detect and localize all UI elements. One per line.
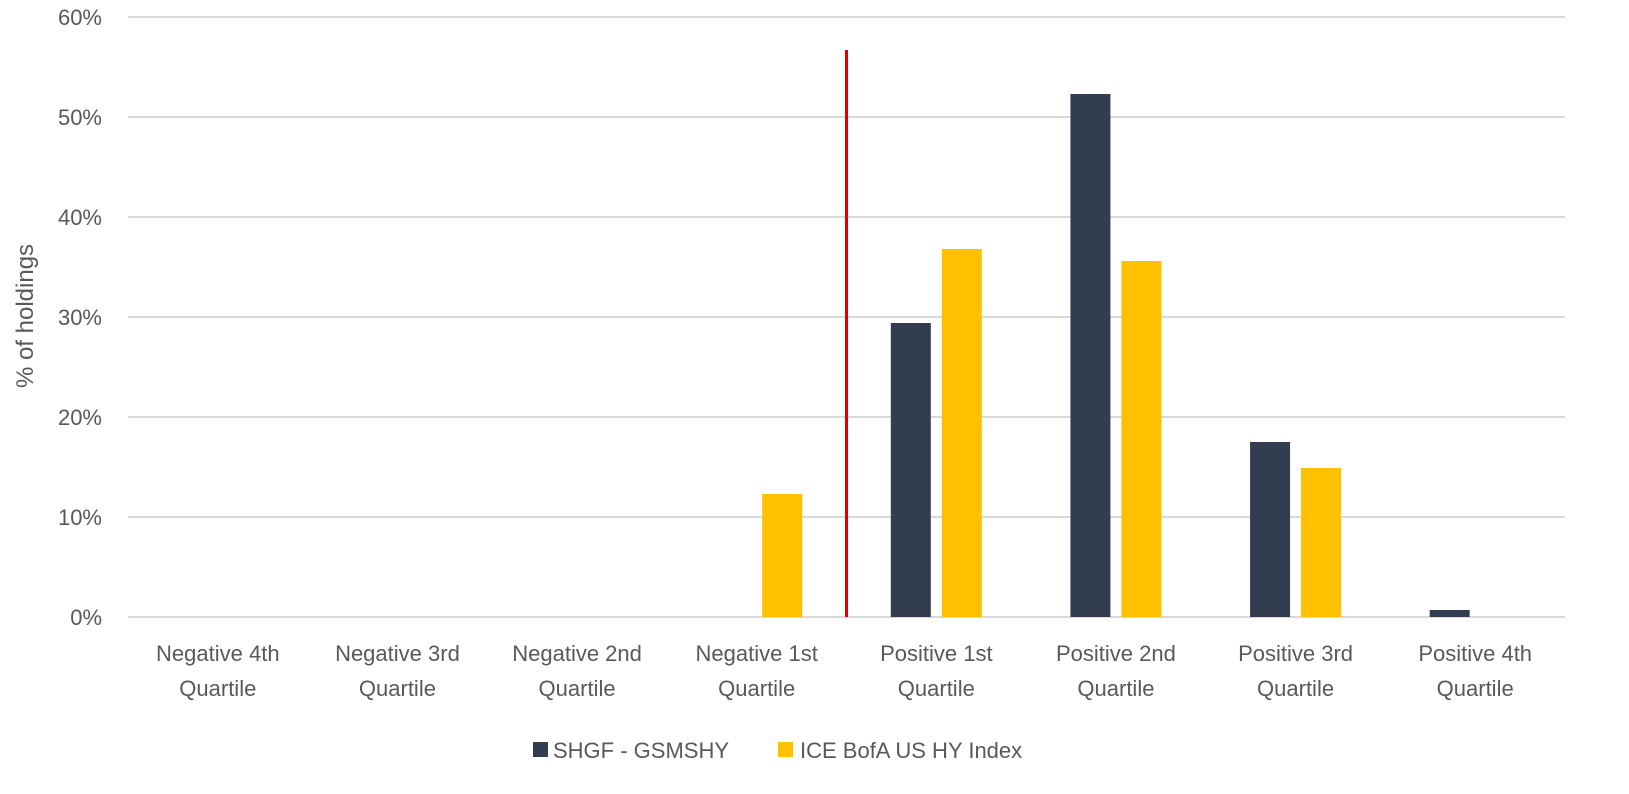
- x-tick-label: Positive 2nd Quartile: [1056, 641, 1176, 701]
- x-tick-label: Negative 3rd Quartile: [335, 641, 460, 701]
- legend: SHGF - GSMSHY ICE BofA US HY Index: [533, 738, 1022, 763]
- x-tick-label: Positive 1st Quartile: [880, 641, 993, 701]
- y-axis-title: % of holdings: [12, 244, 39, 388]
- legend-label: ICE BofA US HY Index: [800, 738, 1022, 763]
- x-tick-label: Negative 4th Quartile: [156, 641, 280, 701]
- bar-ice-3: [762, 494, 803, 617]
- y-tick-label: 40%: [58, 205, 102, 230]
- y-tick-label: 20%: [58, 405, 102, 430]
- legend-swatch: [533, 742, 548, 757]
- y-tick-label: 30%: [58, 305, 102, 330]
- x-tick-label: Negative 2nd Quartile: [512, 641, 642, 701]
- x-tick-label: Positive 3rd Quartile: [1238, 641, 1353, 701]
- y-tick-label: 10%: [58, 505, 102, 530]
- bar-shgf-4: [890, 323, 931, 617]
- y-tick-label: 0%: [70, 605, 102, 630]
- x-axis-labels: Negative 4th Quartile Negative 3rd Quartile…: [156, 641, 1532, 701]
- x-tick-label: Negative 1st Quartile: [696, 641, 818, 701]
- x-tick-label: Positive 4th Quartile: [1418, 641, 1532, 701]
- bar-ice-4: [941, 249, 982, 617]
- bar-ice-5: [1121, 261, 1162, 617]
- legend-swatch: [778, 742, 793, 757]
- y-axis-ticks: 0% 10% 20% 30% 40% 50% 60%: [58, 5, 102, 630]
- y-tick-label: 60%: [58, 5, 102, 30]
- legend-label: SHGF - GSMSHY: [553, 738, 729, 763]
- y-tick-label: 50%: [58, 105, 102, 130]
- bar-shgf-6: [1250, 442, 1291, 617]
- bar-shgf-7: [1429, 610, 1470, 617]
- bar-shgf-5: [1070, 94, 1111, 617]
- bar-ice-6: [1301, 468, 1342, 617]
- bars: [762, 94, 1470, 617]
